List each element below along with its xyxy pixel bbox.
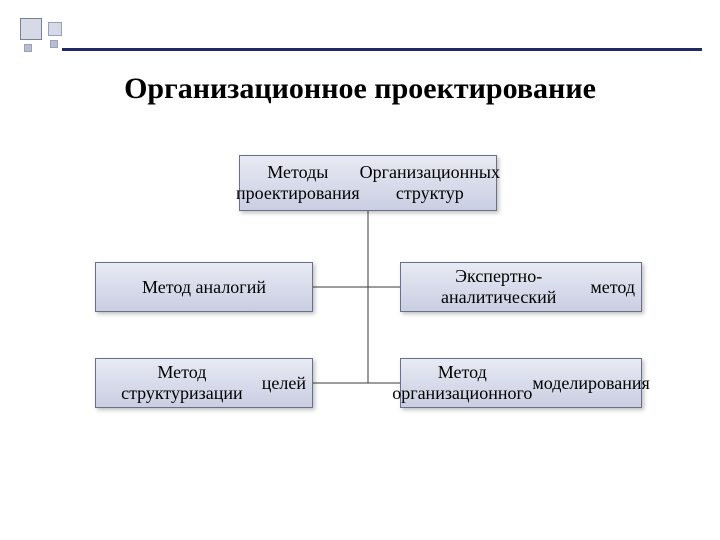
corner-decoration xyxy=(20,18,80,62)
tree-node-n1: Метод аналогий xyxy=(95,262,313,312)
tree-node-n4: Метод организационногомоделирования xyxy=(400,358,642,408)
tree-node-n2: Экспертно-аналитическийметод xyxy=(400,262,642,312)
page-title: Организационное проектирование xyxy=(0,72,720,106)
deco-square xyxy=(24,44,32,52)
title-rule xyxy=(62,48,702,51)
deco-square xyxy=(20,18,42,40)
tree-node-root: Методы проектированияОрганизационных стр… xyxy=(239,155,497,211)
tree-node-n3: Метод структуризациицелей xyxy=(95,358,313,408)
deco-square xyxy=(48,22,62,36)
deco-square xyxy=(50,40,58,48)
